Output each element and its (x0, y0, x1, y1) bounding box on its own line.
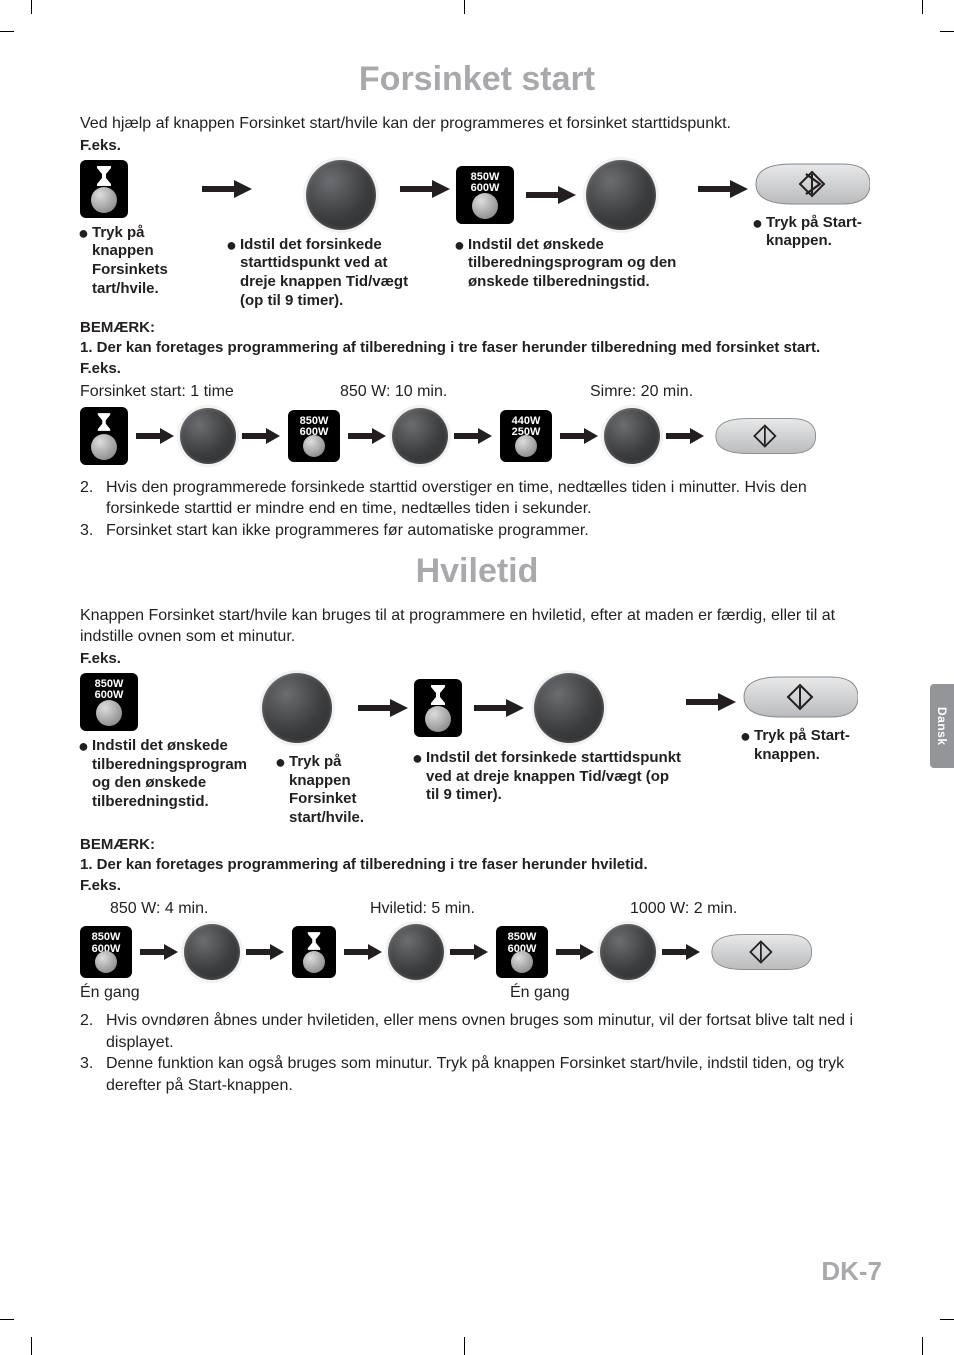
intro-text-1: Ved hjælp af knappen Forsinket start/hvi… (80, 113, 874, 135)
bemark-label: BEMÆRK: (80, 319, 874, 336)
intro-text-2: Knappen Forsinket start/hvile kan bruges… (80, 605, 874, 648)
delay-button-icon (292, 926, 336, 978)
watt-button-icon: 850W 600W (496, 926, 548, 978)
ex1-label-c: Simre: 20 min. (590, 383, 693, 401)
step1a: Tryk på knappen Forsinkets tart/hvile. (92, 224, 198, 299)
delay-button-icon (414, 679, 462, 737)
feks-label: F.eks. (80, 650, 874, 667)
step2c: Indstil det forsinkede starttidspunkt ve… (426, 749, 682, 805)
dial-icon (586, 160, 656, 230)
feks-label: F.eks. (80, 360, 874, 377)
arrow-icon (136, 428, 174, 444)
dial-icon (306, 160, 376, 230)
watt-button-icon: 850W 600W (80, 926, 132, 978)
arrow-icon (686, 693, 736, 711)
dial-icon (392, 408, 448, 464)
en-gang-1: Én gang (80, 984, 510, 1002)
watt-button-icon: 440W 250W (500, 410, 552, 462)
dial-icon (600, 924, 656, 980)
arrow-icon (246, 944, 284, 960)
step2d: Tryk på Start-knappen. (754, 727, 880, 765)
dial-icon (184, 924, 240, 980)
arrow-icon (454, 428, 492, 444)
section2-note1: 1. Der kan foretages programmering af ti… (80, 855, 874, 875)
dial-icon (534, 673, 604, 743)
ex2-label-c: 1000 W: 2 min. (630, 900, 737, 918)
arrow-icon (202, 180, 252, 198)
watt-button-icon: 850W 600W (80, 673, 138, 731)
page-number: DK-7 (821, 1256, 882, 1287)
start-button-icon (740, 673, 858, 721)
dial-icon (388, 924, 444, 980)
arrow-icon (556, 944, 594, 960)
language-tab-label: Dansk (935, 707, 949, 746)
step1d: Tryk på Start-knappen. (766, 214, 892, 252)
en-gang-2: Én gang (510, 984, 570, 1002)
bemark-label: BEMÆRK: (80, 836, 874, 853)
step2b: Tryk på knappen Forsinket start/hvile. (289, 753, 395, 828)
dial-icon (262, 673, 332, 743)
arrow-icon (348, 428, 386, 444)
arrow-icon (666, 428, 704, 444)
title-hviletid: Hviletid (70, 552, 884, 591)
start-button-icon (706, 931, 814, 973)
arrow-icon (140, 944, 178, 960)
feks-label: F.eks. (80, 137, 874, 154)
ex2-label-b: Hviletid: 5 min. (370, 900, 630, 918)
step1b: Idstil det forsinkede starttidspunkt ved… (240, 236, 426, 311)
arrow-icon (242, 428, 280, 444)
title-forsinket-start: Forsinket start (70, 60, 884, 99)
feks-label: F.eks. (80, 877, 874, 894)
start-button-icon (752, 160, 870, 208)
ex1-label-b: 850 W: 10 min. (340, 383, 590, 401)
ex2-label-a: 850 W: 4 min. (80, 900, 370, 918)
dial-icon (604, 408, 660, 464)
arrow-icon (662, 944, 700, 960)
arrow-icon (698, 180, 748, 198)
ol1-n2: Hvis den programmerede forsinkede startt… (106, 477, 874, 520)
step1c: Indstil det ønskede tilberedningsprogram… (468, 236, 694, 292)
arrow-icon (560, 428, 598, 444)
start-button-icon (710, 415, 818, 457)
language-tab: Dansk (930, 684, 954, 768)
section1-note1: 1. Der kan foretages programmering af ti… (80, 338, 874, 358)
arrow-icon (450, 944, 488, 960)
watt-button-icon: 850W 600W (288, 410, 340, 462)
ol2-n2: Hvis ovndøren åbnes under hviletiden, el… (106, 1010, 874, 1053)
ol1-n3: Forsinket start kan ikke programmeres fø… (106, 520, 874, 542)
watt-button-icon: 850W 600W (456, 166, 514, 224)
arrow-icon (400, 180, 450, 198)
ex1-label-a: Forsinket start: 1 time (80, 383, 340, 401)
arrow-icon (344, 944, 382, 960)
delay-button-icon (80, 160, 128, 218)
arrow-icon (358, 699, 408, 717)
dial-icon (180, 408, 236, 464)
delay-button-icon (80, 407, 128, 465)
ol2-n3: Denne funktion kan også bruges som minut… (106, 1053, 874, 1096)
arrow-icon (526, 186, 576, 204)
step2a: Indstil det ønskede tilberedningsprogram… (92, 737, 258, 812)
arrow-icon (474, 699, 524, 717)
